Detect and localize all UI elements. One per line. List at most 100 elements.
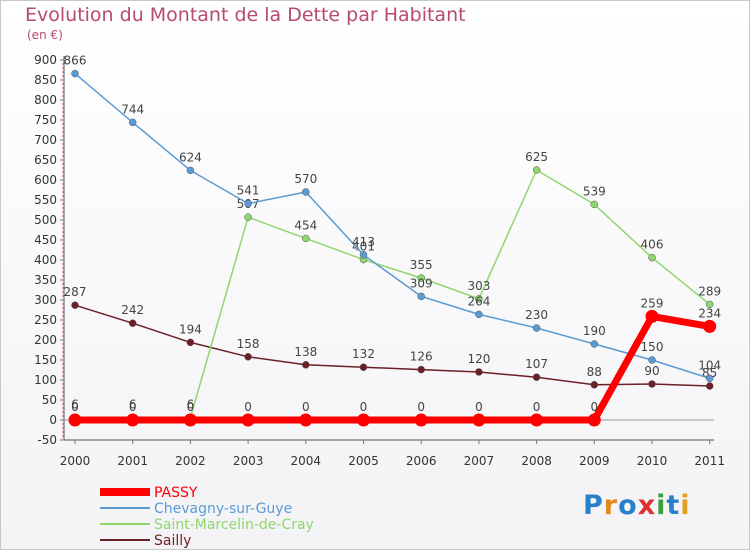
y-tick-label: 400 — [34, 253, 57, 267]
data-point — [703, 319, 717, 333]
data-label: 0 — [360, 400, 368, 414]
data-label: 259 — [641, 296, 664, 310]
y-tick-label: 0 — [49, 413, 57, 427]
x-tick-label: 2009 — [579, 454, 610, 468]
data-point — [475, 295, 483, 303]
data-point — [71, 301, 79, 309]
data-point — [705, 300, 714, 309]
logo-letter: i — [680, 490, 691, 521]
data-point — [126, 413, 140, 427]
y-tick-label: 800 — [34, 93, 57, 107]
data-label: 744 — [121, 102, 144, 116]
y-tick-label: 600 — [34, 173, 57, 187]
y-tick-label: 700 — [34, 133, 57, 147]
data-label: 624 — [179, 150, 202, 164]
data-point — [417, 274, 425, 282]
legend-label: Saint-Marcelin-de-Cray — [154, 517, 314, 533]
data-label: 539 — [583, 184, 606, 198]
data-point — [128, 118, 137, 127]
logo-letter: o — [618, 490, 638, 521]
y-tick-label: 350 — [34, 273, 57, 287]
legend-swatch — [100, 539, 150, 541]
data-point — [244, 213, 252, 221]
data-label: 104 — [698, 358, 721, 372]
y-tick-label: 550 — [34, 193, 57, 207]
data-point — [186, 338, 195, 347]
data-label: 190 — [583, 324, 606, 338]
data-point — [183, 413, 197, 427]
data-point — [417, 292, 425, 301]
data-point — [532, 373, 541, 381]
data-point — [244, 199, 252, 208]
data-label: 150 — [641, 340, 664, 354]
data-point — [359, 363, 368, 371]
y-tick-label: 150 — [34, 353, 57, 367]
data-point — [68, 413, 82, 427]
legend-swatch — [100, 507, 150, 509]
data-label: 0 — [590, 400, 598, 414]
data-point — [302, 234, 310, 243]
data-label: 0 — [129, 400, 137, 414]
proxiti-logo: Proxiti — [583, 490, 691, 521]
data-point — [186, 166, 195, 175]
data-point — [472, 413, 486, 427]
x-tick-label: 2005 — [348, 454, 379, 468]
data-point — [530, 413, 544, 427]
data-point — [590, 200, 599, 209]
data-point — [648, 253, 656, 262]
y-tick-label: 200 — [34, 333, 57, 347]
data-point — [414, 413, 428, 427]
data-label: 0 — [475, 400, 483, 414]
legend-label: Chevagny-sur-Guye — [154, 501, 292, 517]
data-point — [71, 69, 79, 78]
data-point — [648, 356, 656, 364]
data-label: 0 — [302, 400, 310, 414]
data-point — [645, 309, 659, 323]
data-point — [299, 413, 313, 427]
y-tick-label: 750 — [34, 113, 57, 127]
data-label: 107 — [525, 357, 548, 371]
data-label: 401 — [352, 240, 375, 254]
legend-label: PASSY — [154, 485, 198, 501]
data-label: 264 — [467, 294, 490, 308]
legend-swatch — [100, 523, 150, 525]
y-tick-label: 650 — [34, 153, 57, 167]
x-tick-label: 2011 — [694, 454, 725, 468]
logo-letter: P — [583, 490, 604, 521]
x-tick-label: 2006 — [406, 454, 437, 468]
data-point — [705, 382, 714, 390]
logo-letter: r — [603, 490, 619, 521]
y-tick-label: 900 — [34, 53, 57, 67]
x-tick-label: 2001 — [117, 454, 148, 468]
x-tick-label: 2007 — [464, 454, 495, 468]
data-label: 90 — [644, 364, 659, 378]
y-tick-label: 300 — [34, 293, 57, 307]
data-label: 120 — [467, 352, 490, 366]
data-label: 194 — [179, 322, 202, 336]
data-label: 158 — [237, 337, 260, 351]
data-point — [475, 368, 483, 376]
legend-label: Sailly — [154, 533, 191, 549]
data-label: 625 — [525, 150, 548, 164]
x-tick-label: 2003 — [233, 454, 264, 468]
x-tick-label: 2008 — [521, 454, 552, 468]
logo-letter: i — [656, 490, 667, 521]
data-point — [532, 324, 541, 332]
data-label: 570 — [294, 172, 317, 186]
data-point — [417, 365, 425, 374]
series-line — [71, 312, 714, 424]
series-line — [74, 72, 711, 380]
legend-swatch — [100, 488, 150, 496]
data-label: 6 — [129, 398, 137, 412]
data-label: 303 — [467, 279, 490, 293]
data-label: 126 — [410, 350, 433, 364]
data-label: 138 — [294, 345, 317, 359]
data-point — [302, 188, 310, 196]
data-label: 289 — [698, 284, 721, 298]
y-tick-label: 500 — [34, 213, 57, 227]
data-point — [244, 353, 252, 361]
x-tick-label: 2004 — [291, 454, 322, 468]
data-point — [302, 361, 310, 369]
